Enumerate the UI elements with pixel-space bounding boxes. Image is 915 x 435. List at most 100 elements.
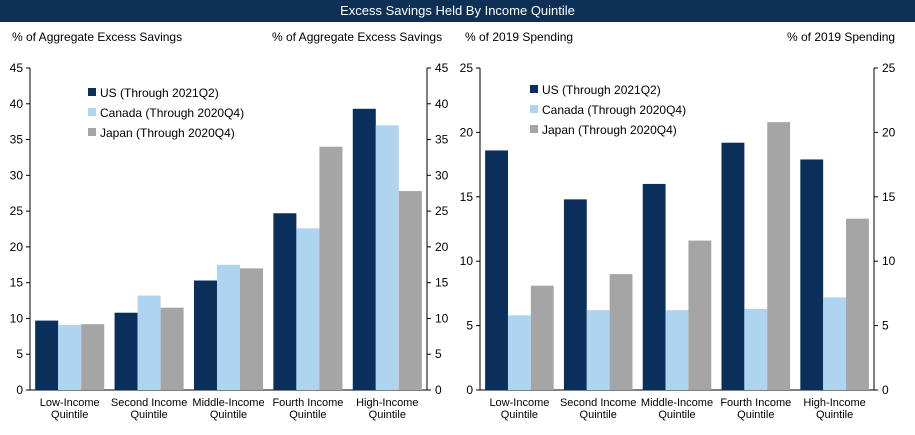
- savings-left-tick-label: 20: [10, 240, 24, 254]
- savings-legend-label-us: US (Through 2021Q2): [100, 86, 219, 100]
- spending-x-tick-label: Quintile: [580, 409, 617, 421]
- spending-left-tick-label: 5: [466, 319, 473, 333]
- spending-bar-japan: [530, 285, 554, 390]
- spending-bar-canada: [744, 308, 768, 390]
- savings-bar-japan: [240, 268, 264, 390]
- savings-right-tick-label: 0: [435, 383, 442, 397]
- spending-legend-label-japan: Japan (Through 2020Q4): [542, 123, 677, 137]
- spending-bar-us: [800, 159, 824, 390]
- savings-x-tick-label: Quintile: [130, 409, 167, 421]
- spending-legend-swatch-japan: [530, 125, 538, 133]
- savings-bar-us: [193, 280, 217, 390]
- spending-x-tick-label: Quintile: [816, 409, 853, 421]
- savings-right-tick-label: 30: [435, 168, 449, 182]
- savings-bar-us: [273, 213, 297, 390]
- spending-bar-us: [563, 199, 587, 390]
- spending-legend-swatch-canada: [530, 105, 538, 113]
- savings-right-tick-label: 45: [435, 61, 449, 75]
- right-chart-right-ylabel: % of 2019 Spending: [787, 30, 896, 44]
- spending-bar-canada: [823, 297, 847, 390]
- savings-legend-label-canada: Canada (Through 2020Q4): [100, 106, 244, 120]
- left-chart-right-ylabel: % of Aggregate Excess Savings: [272, 30, 443, 44]
- savings-bar-canada: [216, 264, 241, 390]
- spending-left-tick-label: 10: [460, 254, 474, 268]
- spending-left-tick-label: 25: [460, 61, 474, 75]
- spending-left-tick-label: 0: [466, 383, 473, 397]
- spending-bar-us: [642, 183, 666, 390]
- savings-legend-swatch-us: [88, 88, 96, 96]
- savings-left-tick-label: 15: [10, 276, 24, 290]
- spending-right-tick-label: 25: [882, 61, 896, 75]
- savings-left-tick-label: 0: [16, 383, 23, 397]
- savings-right-tick-label: 15: [435, 276, 449, 290]
- spending-bar-japan: [609, 274, 633, 390]
- spending-bar-canada: [507, 315, 531, 390]
- savings-bar-japan: [81, 324, 105, 390]
- spending-x-tick-label: Quintile: [737, 409, 774, 421]
- savings-legend-label-japan: Japan (Through 2020Q4): [100, 126, 235, 140]
- savings-left-tick-label: 40: [10, 97, 24, 111]
- savings-x-tick-label: Second Income: [111, 397, 187, 409]
- spending-bar-canada: [586, 310, 610, 390]
- savings-x-tick-label: Fourth Income: [272, 397, 343, 409]
- spending-legend-swatch-us: [530, 85, 538, 93]
- savings-left-tick-label: 45: [10, 61, 24, 75]
- savings-bar-japan: [398, 191, 422, 390]
- spending-legend-label-canada: Canada (Through 2020Q4): [542, 103, 686, 117]
- spending-x-tick-label: Quintile: [658, 409, 695, 421]
- savings-bar-us: [35, 320, 59, 390]
- spending-x-tick-label: Low-Income: [489, 397, 549, 409]
- spending-left-tick-label: 15: [460, 190, 474, 204]
- left-chart-left-ylabel: % of Aggregate Excess Savings: [12, 30, 183, 44]
- savings-right-tick-label: 35: [435, 133, 449, 147]
- savings-x-tick-label: Quintile: [51, 409, 88, 421]
- savings-bar-us: [114, 312, 138, 390]
- spending-right-tick-label: 15: [882, 190, 896, 204]
- savings-left-tick-label: 25: [10, 204, 24, 218]
- spending-right-tick-label: 10: [882, 254, 896, 268]
- spending-right-tick-label: 20: [882, 125, 896, 139]
- savings-right-tick-label: 25: [435, 204, 449, 218]
- spending-bar-japan: [846, 218, 869, 390]
- savings-legend-swatch-canada: [88, 108, 96, 116]
- savings-bar-us: [352, 108, 376, 390]
- spending-left-tick-label: 20: [460, 125, 474, 139]
- spending-right-tick-label: 5: [882, 319, 889, 333]
- savings-legend-swatch-japan: [88, 128, 96, 136]
- savings-bar-japan: [160, 307, 184, 390]
- savings-right-tick-label: 5: [435, 347, 442, 361]
- savings-x-tick-label: Low-Income: [40, 397, 100, 409]
- savings-right-tick-label: 10: [435, 311, 449, 325]
- savings-bar-japan: [319, 146, 343, 390]
- savings-bar-canada: [296, 228, 320, 390]
- savings-x-tick-label: Quintile: [210, 409, 247, 421]
- spending-x-tick-label: High-Income: [803, 397, 865, 409]
- spending-bar-canada: [665, 310, 689, 390]
- spending-right-tick-label: 0: [882, 383, 889, 397]
- spending-legend-label-us: US (Through 2021Q2): [542, 83, 661, 97]
- savings-right-tick-label: 40: [435, 97, 449, 111]
- savings-left-tick-label: 35: [10, 133, 24, 147]
- savings-bar-canada: [58, 324, 82, 390]
- spending-x-tick-label: Second Income: [560, 397, 636, 409]
- spending-bar-japan: [767, 122, 791, 390]
- savings-left-tick-label: 5: [16, 347, 23, 361]
- spending-bar-japan: [688, 240, 712, 390]
- savings-right-tick-label: 20: [435, 240, 449, 254]
- spending-x-tick-label: Quintile: [501, 409, 538, 421]
- spending-bar-us: [485, 150, 508, 390]
- savings-x-tick-label: Quintile: [289, 409, 326, 421]
- savings-bar-canada: [375, 125, 399, 390]
- spending-x-tick-label: Middle-Income: [641, 397, 713, 409]
- savings-left-tick-label: 10: [10, 311, 24, 325]
- chart-title: Excess Savings Held By Income Quintile: [0, 0, 915, 22]
- savings-x-tick-label: Middle-Income: [192, 397, 264, 409]
- spending-bar-us: [721, 142, 745, 390]
- savings-x-tick-label: High-Income: [356, 397, 418, 409]
- right-chart-left-ylabel: % of 2019 Spending: [465, 30, 574, 44]
- savings-x-tick-label: Quintile: [369, 409, 406, 421]
- spending-x-tick-label: Fourth Income: [720, 397, 791, 409]
- savings-bar-canada: [137, 295, 161, 390]
- savings-left-tick-label: 30: [10, 168, 24, 182]
